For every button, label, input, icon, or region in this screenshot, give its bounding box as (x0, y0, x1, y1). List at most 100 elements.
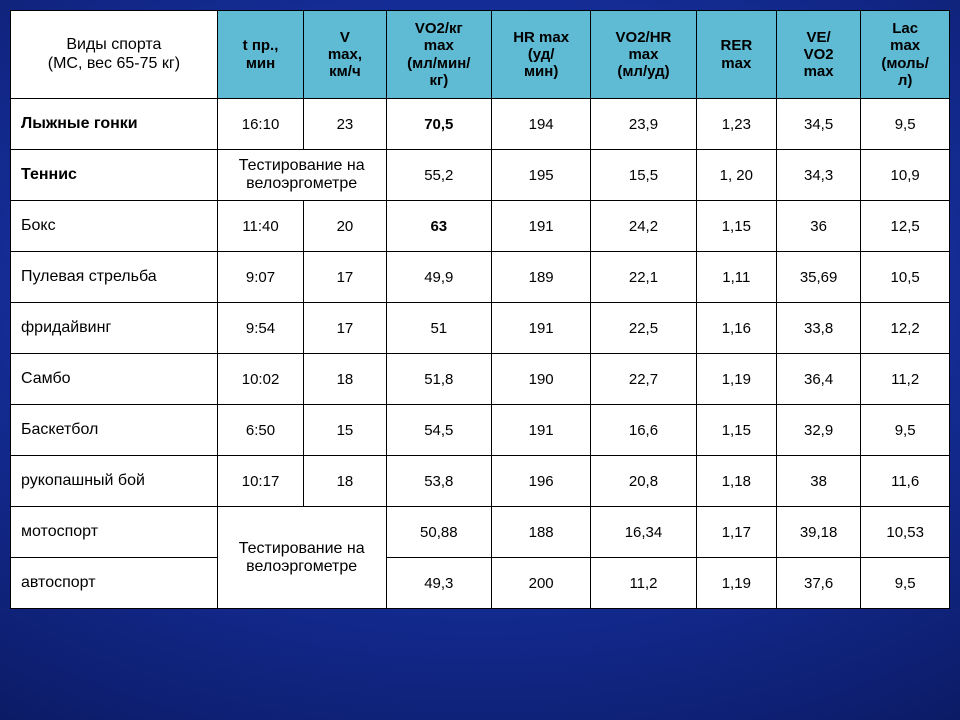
cell: 200 (492, 558, 591, 609)
cell: 11:40 (217, 201, 304, 252)
cell: 194 (492, 99, 591, 150)
col-header-2: Vmax,км/ч (304, 11, 386, 99)
cell: 9,5 (861, 405, 950, 456)
cell: 9,5 (861, 99, 950, 150)
cell: 38 (776, 456, 860, 507)
cell: 188 (492, 507, 591, 558)
table-row: Самбо10:021851,819022,71,1936,411,2 (11, 354, 950, 405)
cell: 195 (492, 150, 591, 201)
cell: 34,5 (776, 99, 860, 150)
cell: 191 (492, 303, 591, 354)
cell: 18 (304, 354, 386, 405)
cell: 1,19 (696, 354, 776, 405)
col-header-7: VE/VO2max (776, 11, 860, 99)
cell: 189 (492, 252, 591, 303)
col-header-5: VO2/HRmax(мл/уд) (591, 11, 697, 99)
sport-name: Баскетбол (11, 405, 218, 456)
cell: 32,9 (776, 405, 860, 456)
cell: 70,5 (386, 99, 492, 150)
cell: 1,17 (696, 507, 776, 558)
table-row: Лыжные гонки16:102370,519423,91,2334,59,… (11, 99, 950, 150)
table-row: ТеннисТестирование навелоэргометре55,219… (11, 150, 950, 201)
cell: 12,5 (861, 201, 950, 252)
cell: 15,5 (591, 150, 697, 201)
cell: 10,9 (861, 150, 950, 201)
cell: 9,5 (861, 558, 950, 609)
cell: 24,2 (591, 201, 697, 252)
col-header-1: t пр.,мин (217, 11, 304, 99)
cell: 53,8 (386, 456, 492, 507)
cell: 17 (304, 252, 386, 303)
table-row: Бокс11:40206319124,21,153612,5 (11, 201, 950, 252)
cell: 18 (304, 456, 386, 507)
cell: 37,6 (776, 558, 860, 609)
sport-name: Теннис (11, 150, 218, 201)
cell: 63 (386, 201, 492, 252)
cell: 1,15 (696, 201, 776, 252)
cell: 49,9 (386, 252, 492, 303)
cell: 15 (304, 405, 386, 456)
cell: 190 (492, 354, 591, 405)
cell: 54,5 (386, 405, 492, 456)
cell: 50,88 (386, 507, 492, 558)
cell: 51 (386, 303, 492, 354)
cell: 33,8 (776, 303, 860, 354)
sport-name: Бокс (11, 201, 218, 252)
col-header-sport: Виды спорта(МС, вес 65-75 кг) (11, 11, 218, 99)
cell: 51,8 (386, 354, 492, 405)
col-header-6: RERmax (696, 11, 776, 99)
sport-name: рукопашный бой (11, 456, 218, 507)
cell: 1, 20 (696, 150, 776, 201)
sport-name: фридайвинг (11, 303, 218, 354)
table-header: Виды спорта(МС, вес 65-75 кг)t пр.,минVm… (11, 11, 950, 99)
cell: 23,9 (591, 99, 697, 150)
ergometer-note: Тестирование навелоэргометре (217, 507, 386, 609)
cell: 34,3 (776, 150, 860, 201)
cell: 1,16 (696, 303, 776, 354)
cell: 36,4 (776, 354, 860, 405)
cell: 22,7 (591, 354, 697, 405)
cell: 16,34 (591, 507, 697, 558)
cell: 12,2 (861, 303, 950, 354)
cell: 191 (492, 201, 591, 252)
cell: 196 (492, 456, 591, 507)
sport-name: автоспорт (11, 558, 218, 609)
cell: 11,2 (861, 354, 950, 405)
cell: 22,5 (591, 303, 697, 354)
col-header-3: VO2/кгmax(мл/мин/кг) (386, 11, 492, 99)
table-row: Баскетбол6:501554,519116,61,1532,99,5 (11, 405, 950, 456)
cell: 11,6 (861, 456, 950, 507)
cell: 20 (304, 201, 386, 252)
cell: 1,15 (696, 405, 776, 456)
cell: 1,11 (696, 252, 776, 303)
cell: 36 (776, 201, 860, 252)
table-row: фридайвинг9:54175119122,51,1633,812,2 (11, 303, 950, 354)
sport-name: Лыжные гонки (11, 99, 218, 150)
cell: 49,3 (386, 558, 492, 609)
cell: 16,6 (591, 405, 697, 456)
table-row: мотоспортТестирование навелоэргометре50,… (11, 507, 950, 558)
col-header-4: HR max(уд/мин) (492, 11, 591, 99)
cell: 16:10 (217, 99, 304, 150)
cell: 6:50 (217, 405, 304, 456)
cell: 191 (492, 405, 591, 456)
ergometer-note: Тестирование навелоэргометре (217, 150, 386, 201)
cell: 35,69 (776, 252, 860, 303)
cell: 17 (304, 303, 386, 354)
cell: 39,18 (776, 507, 860, 558)
cell: 9:07 (217, 252, 304, 303)
table-row: автоспорт49,320011,21,1937,69,5 (11, 558, 950, 609)
cell: 10,5 (861, 252, 950, 303)
cell: 23 (304, 99, 386, 150)
col-header-8: Lacmax(моль/л) (861, 11, 950, 99)
cell: 1,23 (696, 99, 776, 150)
sport-name: мотоспорт (11, 507, 218, 558)
cell: 20,8 (591, 456, 697, 507)
sports-metrics-table: Виды спорта(МС, вес 65-75 кг)t пр.,минVm… (10, 10, 950, 609)
cell: 1,19 (696, 558, 776, 609)
sport-name: Пулевая стрельба (11, 252, 218, 303)
cell: 55,2 (386, 150, 492, 201)
cell: 10,53 (861, 507, 950, 558)
cell: 22,1 (591, 252, 697, 303)
cell: 1,18 (696, 456, 776, 507)
